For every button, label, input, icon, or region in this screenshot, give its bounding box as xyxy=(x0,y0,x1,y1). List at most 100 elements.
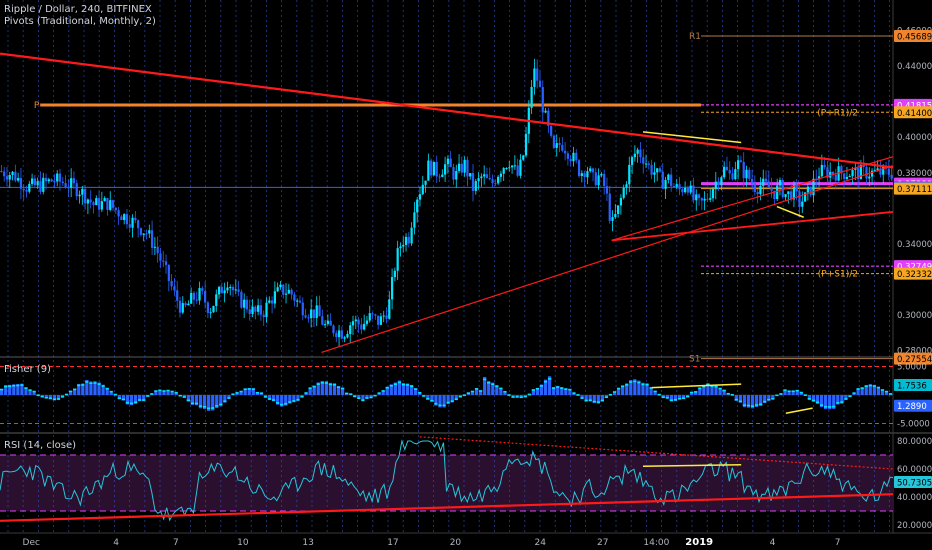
fisher-bar xyxy=(381,390,385,395)
fisher-bar xyxy=(174,392,178,395)
symbol-legend[interactable]: Ripple / Dollar, 240, BITFINEX Pivots (T… xyxy=(4,4,156,28)
candle-body xyxy=(547,110,550,126)
fisher-bar xyxy=(239,391,243,395)
fisher-signal-dot xyxy=(483,378,487,381)
candle-body xyxy=(212,305,215,313)
candle-body xyxy=(661,171,664,189)
fisher-signal-dot xyxy=(219,403,223,406)
candle-body xyxy=(781,180,784,198)
fisher-bar xyxy=(73,388,77,395)
fisher-signal-dot xyxy=(507,394,511,396)
candle-body xyxy=(817,176,821,180)
fisher-signal-dot xyxy=(645,383,649,386)
candle-body xyxy=(678,184,681,190)
fisher-signal-dot xyxy=(564,388,568,390)
fisher-bar xyxy=(336,386,341,395)
fisher-signal-dot xyxy=(742,404,747,406)
candle-body xyxy=(357,319,360,325)
fisher-bar xyxy=(292,395,296,403)
candle-body xyxy=(310,309,313,319)
fisher-signal-dot xyxy=(16,384,20,387)
fisher-signal-dot xyxy=(101,385,105,387)
fisher-bar xyxy=(267,395,272,400)
fisher-signal-dot xyxy=(750,405,755,407)
fisher-bar xyxy=(377,392,381,395)
candle-body xyxy=(851,169,854,177)
candle-body xyxy=(393,270,396,278)
fisher-bar xyxy=(97,382,101,395)
candle-body xyxy=(460,163,463,173)
fisher-signal-dot xyxy=(710,385,714,387)
fisher-bar xyxy=(280,395,284,407)
candle-body xyxy=(97,198,101,210)
candle-body xyxy=(64,183,67,188)
candle-body xyxy=(731,173,734,180)
fisher-legend[interactable]: Fisher (9) xyxy=(4,364,51,376)
price-tick-label: 0.40000 xyxy=(897,133,932,143)
fisher-signal-dot xyxy=(409,385,414,388)
fisher-bar xyxy=(24,387,28,395)
candle-body xyxy=(257,305,260,312)
fisher-bar xyxy=(860,387,864,395)
fisher-bar xyxy=(872,384,876,395)
candle-body xyxy=(156,246,159,254)
rsi-legend[interactable]: RSI (14, close) xyxy=(4,440,76,452)
candle-body xyxy=(689,185,692,193)
candle-body xyxy=(857,167,860,180)
fisher-bar xyxy=(625,383,629,395)
fisher-signal-dot xyxy=(332,383,337,386)
candle-body xyxy=(304,315,307,318)
fisher-signal-dot xyxy=(864,385,868,388)
candle-body xyxy=(86,199,90,204)
candle-body xyxy=(854,167,857,170)
candle-body xyxy=(790,191,793,200)
fisher-signal-dot xyxy=(592,400,596,403)
fisher-signal-dot xyxy=(162,390,166,392)
candle-body xyxy=(340,330,343,339)
fisher-value-box-2 xyxy=(894,399,932,412)
fisher-bar xyxy=(616,387,621,395)
candle-body xyxy=(67,187,70,189)
candle-body xyxy=(360,324,363,330)
fisher-signal-dot xyxy=(815,401,820,404)
time-tick-label: 4 xyxy=(113,538,119,548)
fisher-signal-dot xyxy=(511,396,515,398)
fisher-signal-dot xyxy=(340,387,345,390)
fisher-bar xyxy=(211,395,215,411)
fisher-signal-dot xyxy=(884,390,889,393)
rsi-tick-label: 60.0000 xyxy=(897,465,932,475)
fisher-bar xyxy=(397,380,402,395)
fisher-signal-dot xyxy=(121,398,126,401)
fisher-signal-dot xyxy=(738,400,743,403)
candle-body xyxy=(201,288,204,291)
fisher-signal-dot xyxy=(73,388,77,391)
candle-body xyxy=(164,261,168,265)
candle-body xyxy=(536,68,539,81)
fisher-divergence-top xyxy=(651,383,742,389)
candle-body xyxy=(385,315,388,319)
fisher-signal-dot xyxy=(292,400,296,402)
candle-body xyxy=(413,212,416,228)
fisher-signal-dot xyxy=(474,388,479,390)
fisher-signal-dot xyxy=(466,392,471,394)
fisher-signal-dot xyxy=(621,385,625,388)
fisher-bar xyxy=(750,395,755,409)
fisher-signal-dot xyxy=(625,384,629,386)
candle-body xyxy=(332,325,335,334)
fisher-signal-dot xyxy=(446,401,450,404)
candle-body xyxy=(622,187,625,198)
candle-body xyxy=(22,188,25,191)
fisher-signal-dot xyxy=(487,382,491,384)
fisher-signal-dot xyxy=(365,397,369,399)
fisher-bar xyxy=(572,392,576,395)
candle-body xyxy=(745,169,748,179)
ascending-trendline-2 xyxy=(611,156,894,241)
candle-body xyxy=(742,161,745,179)
fisher-signal-dot xyxy=(40,395,44,398)
fisher-signal-dot xyxy=(807,398,812,400)
candle-body xyxy=(466,159,469,177)
fisher-bar xyxy=(215,395,219,409)
fisher-signal-dot xyxy=(377,392,381,394)
fisher-signal-dot xyxy=(373,394,377,397)
